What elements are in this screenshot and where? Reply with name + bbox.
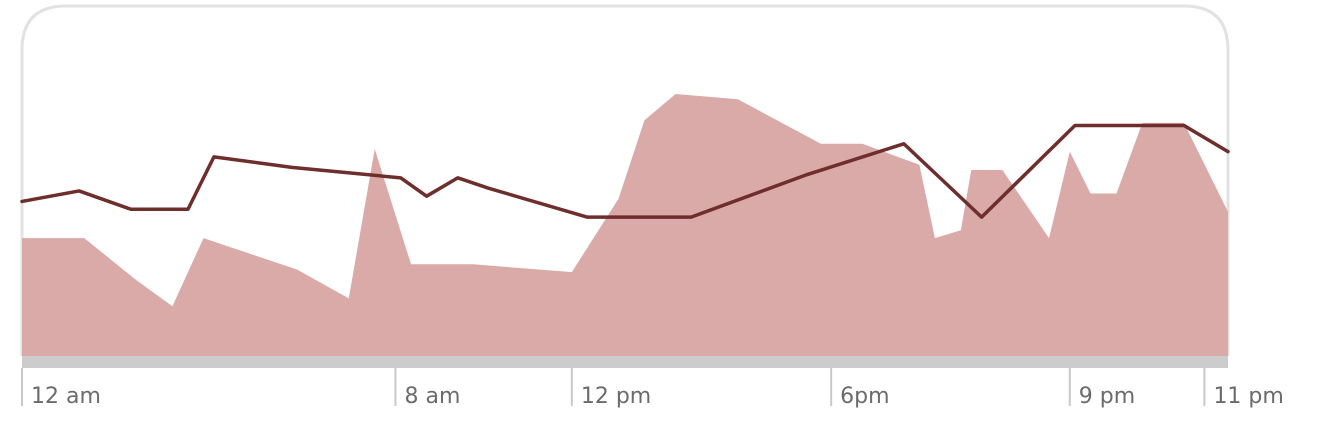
chart-frame (20, 4, 1230, 356)
x-axis-baseline (22, 356, 1228, 368)
x-tick-label: 11 pm (1213, 384, 1283, 409)
area-series-0 (22, 94, 1228, 356)
x-tick-label: 12 pm (581, 384, 651, 409)
line-series-0 (20, 123, 1230, 219)
x-tick-label: 9 pm (1079, 384, 1135, 409)
x-tick-label: 8 am (404, 384, 460, 409)
x-tick-label: 6pm (840, 384, 889, 409)
x-tick-label: 12 am (31, 384, 101, 409)
